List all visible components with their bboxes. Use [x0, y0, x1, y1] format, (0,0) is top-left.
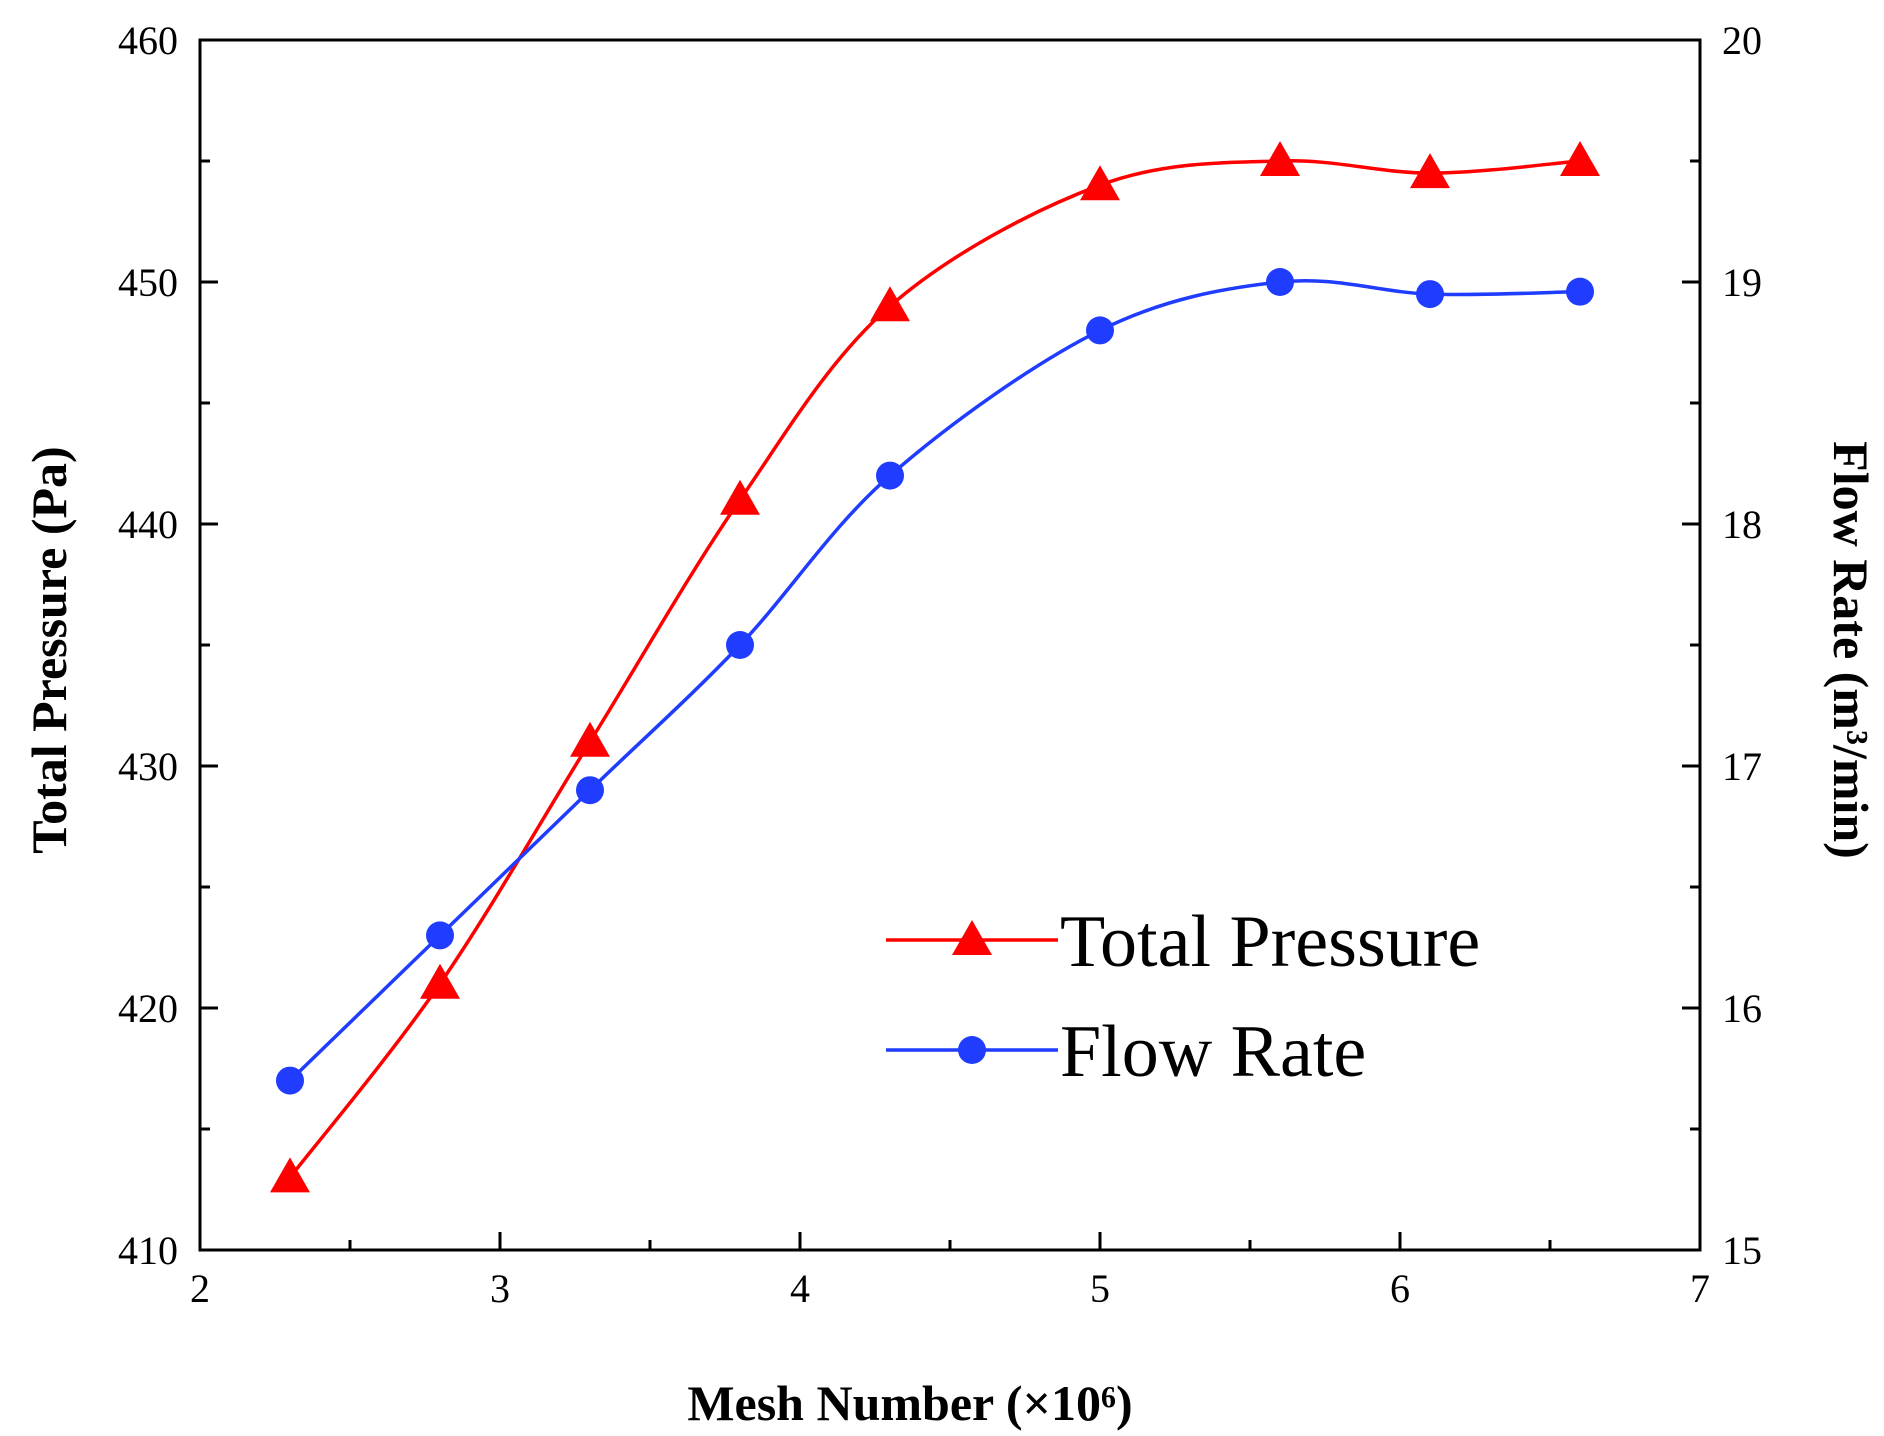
axis-titles: Mesh Number (×10⁶) Total Pressure (Pa) F… [21, 441, 1879, 1431]
x-tick-label: 5 [1090, 1266, 1110, 1311]
y-right-tick-label: 19 [1722, 260, 1762, 305]
flow-rate-point [576, 776, 604, 805]
y-left-tick-label: 410 [118, 1228, 178, 1273]
total-pressure-point [270, 1157, 310, 1193]
y-left-tick-label: 440 [118, 502, 178, 547]
flow-rate-point [276, 1066, 304, 1095]
axes: 2 3 4 5 6 7 410 420 430 440 450 460 15 16 17 18 19 20 [118, 18, 1762, 1311]
flow-rate-point [1416, 280, 1444, 309]
y-right-tick-label: 17 [1722, 744, 1762, 789]
flow-rate-line [288, 278, 1581, 1082]
total-pressure-point [870, 286, 910, 322]
total-pressure-point [1410, 153, 1450, 189]
legend-total-pressure-marker [952, 920, 992, 955]
series-layer [270, 141, 1600, 1193]
y-left-tick-label: 430 [118, 744, 178, 789]
x-axis-title: Mesh Number (×10⁶) [687, 1375, 1132, 1431]
y-left-axis-title: Total Pressure (Pa) [21, 446, 77, 853]
flow-rate-point [1086, 316, 1114, 345]
legend-flow-rate-marker [958, 1036, 986, 1064]
y-right-axis-title: Flow Rate (m³/min) [1823, 441, 1879, 859]
y-right-tick-label: 18 [1722, 502, 1762, 547]
legend-total-pressure-label: Total Pressure [1060, 901, 1480, 983]
y-left-tick-label: 460 [118, 18, 178, 63]
legend-flow-rate-label: Flow Rate [1060, 1011, 1366, 1093]
total-pressure-point [1080, 165, 1120, 201]
x-tick-label: 3 [490, 1266, 510, 1311]
total-pressure-point [570, 721, 610, 757]
total-pressure-point [1560, 141, 1600, 176]
flow-rate-point [876, 461, 904, 490]
x-tick-label: 2 [190, 1266, 210, 1311]
y-right-tick-label: 20 [1722, 18, 1762, 63]
y-right-tick-label: 15 [1722, 1228, 1762, 1273]
y-left-tick-label: 450 [118, 260, 178, 305]
y-left-tick-label: 420 [118, 986, 178, 1031]
x-tick-label: 4 [790, 1266, 810, 1311]
total-pressure-line [288, 159, 1581, 1179]
x-tick-label: 7 [1690, 1266, 1710, 1311]
flow-rate-point [1266, 268, 1294, 296]
total-pressure-point [420, 963, 460, 999]
legend: Total Pressure Flow Rate [886, 901, 1480, 1093]
total-pressure-point [1260, 141, 1300, 176]
x-tick-label: 6 [1390, 1266, 1410, 1311]
y-right-tick-label: 16 [1722, 986, 1762, 1031]
flow-rate-point [426, 921, 454, 950]
plot-frame [198, 38, 1702, 1252]
total-pressure-point [720, 479, 760, 515]
flow-rate-point [726, 631, 754, 659]
flow-rate-point [1566, 277, 1594, 306]
